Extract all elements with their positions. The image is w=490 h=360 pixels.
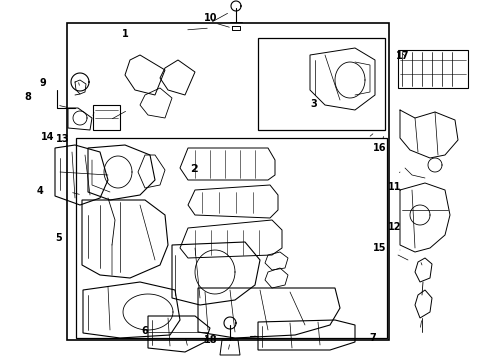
Text: 17: 17 bbox=[396, 51, 410, 61]
Text: 9: 9 bbox=[39, 78, 46, 88]
Text: 14: 14 bbox=[41, 132, 55, 142]
Text: 13: 13 bbox=[56, 134, 70, 144]
Text: 12: 12 bbox=[388, 222, 401, 232]
Text: 3: 3 bbox=[310, 99, 317, 109]
Text: 10: 10 bbox=[204, 13, 218, 23]
Bar bbox=[93, 105, 120, 130]
Text: 4: 4 bbox=[37, 186, 44, 196]
Text: 15: 15 bbox=[373, 243, 387, 253]
Text: 16: 16 bbox=[373, 143, 387, 153]
Text: 1: 1 bbox=[122, 29, 128, 39]
Text: 5: 5 bbox=[55, 233, 62, 243]
Bar bbox=[67, 23, 389, 340]
Text: 8: 8 bbox=[24, 92, 31, 102]
Bar bbox=[76, 138, 387, 338]
Text: 18: 18 bbox=[204, 335, 218, 345]
Text: 6: 6 bbox=[141, 326, 148, 336]
Text: 2: 2 bbox=[190, 164, 197, 174]
Text: 11: 11 bbox=[388, 182, 401, 192]
Text: 7: 7 bbox=[369, 333, 376, 343]
Bar bbox=[398, 50, 468, 88]
Bar bbox=[258, 38, 385, 130]
